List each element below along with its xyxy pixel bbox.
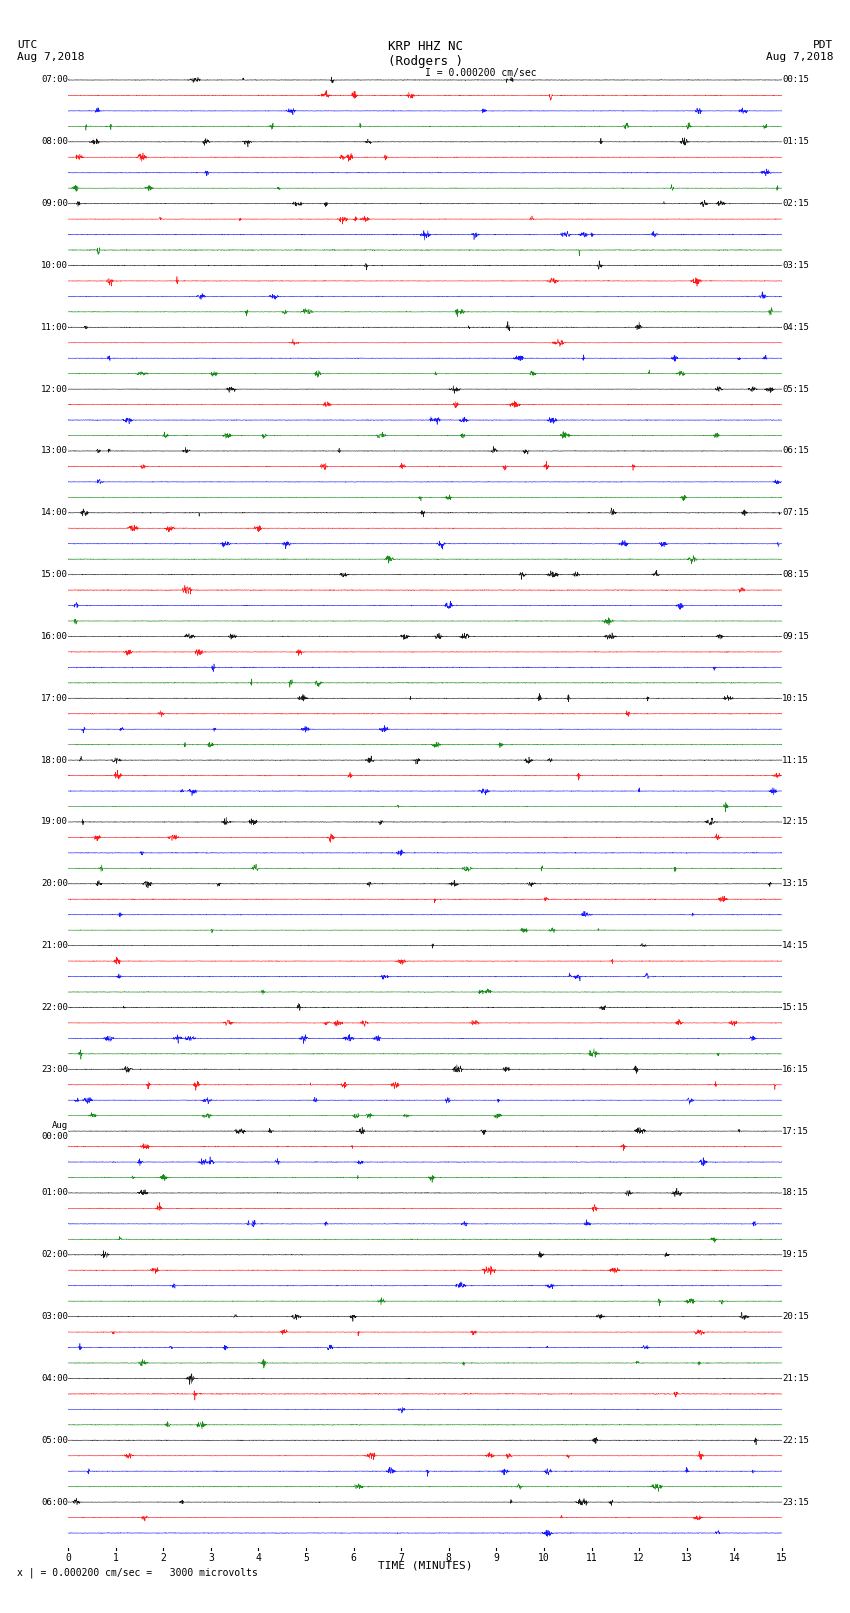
Text: 01:15: 01:15 xyxy=(782,137,809,147)
Text: 12: 12 xyxy=(633,1553,645,1563)
Text: 19:15: 19:15 xyxy=(782,1250,809,1260)
Text: x | = 0.000200 cm/sec =   3000 microvolts: x | = 0.000200 cm/sec = 3000 microvolts xyxy=(17,1566,258,1578)
Text: 14: 14 xyxy=(728,1553,740,1563)
Text: 04:15: 04:15 xyxy=(782,323,809,332)
Text: 03:15: 03:15 xyxy=(782,261,809,269)
Text: 05:15: 05:15 xyxy=(782,384,809,394)
Text: 07:00: 07:00 xyxy=(41,76,68,84)
Text: 3: 3 xyxy=(208,1553,213,1563)
Text: 02:00: 02:00 xyxy=(41,1250,68,1260)
Text: 13:00: 13:00 xyxy=(41,447,68,455)
Text: 11:00: 11:00 xyxy=(41,323,68,332)
Text: 12:15: 12:15 xyxy=(782,818,809,826)
Text: 20:15: 20:15 xyxy=(782,1311,809,1321)
Text: 01:00: 01:00 xyxy=(41,1189,68,1197)
Text: 08:15: 08:15 xyxy=(782,569,809,579)
Text: 05:00: 05:00 xyxy=(41,1436,68,1445)
Text: 11:15: 11:15 xyxy=(782,755,809,765)
Text: 23:00: 23:00 xyxy=(41,1065,68,1074)
Text: 21:00: 21:00 xyxy=(41,940,68,950)
Text: 06:15: 06:15 xyxy=(782,447,809,455)
Text: I = 0.000200 cm/sec: I = 0.000200 cm/sec xyxy=(425,68,536,77)
Text: 04:00: 04:00 xyxy=(41,1374,68,1382)
Text: 00:15: 00:15 xyxy=(782,76,809,84)
Text: 14:15: 14:15 xyxy=(782,940,809,950)
Text: 16:15: 16:15 xyxy=(782,1065,809,1074)
Text: 22:00: 22:00 xyxy=(41,1003,68,1011)
Text: 20:00: 20:00 xyxy=(41,879,68,889)
Text: 2: 2 xyxy=(161,1553,166,1563)
Text: 09:00: 09:00 xyxy=(41,198,68,208)
Text: 13: 13 xyxy=(681,1553,693,1563)
Text: Aug
00:00: Aug 00:00 xyxy=(41,1121,68,1140)
Text: 9: 9 xyxy=(494,1553,499,1563)
Text: 10:00: 10:00 xyxy=(41,261,68,269)
Text: 15: 15 xyxy=(776,1553,788,1563)
Text: 13:15: 13:15 xyxy=(782,879,809,889)
Text: 07:15: 07:15 xyxy=(782,508,809,518)
Text: UTC
Aug 7,2018: UTC Aug 7,2018 xyxy=(17,40,84,61)
Text: 12:00: 12:00 xyxy=(41,384,68,394)
Text: 18:00: 18:00 xyxy=(41,755,68,765)
Text: 23:15: 23:15 xyxy=(782,1497,809,1507)
Text: 02:15: 02:15 xyxy=(782,198,809,208)
Text: 4: 4 xyxy=(256,1553,261,1563)
Text: 10:15: 10:15 xyxy=(782,694,809,703)
Text: 15:00: 15:00 xyxy=(41,569,68,579)
Text: 5: 5 xyxy=(303,1553,309,1563)
Text: 10: 10 xyxy=(538,1553,550,1563)
Text: 17:00: 17:00 xyxy=(41,694,68,703)
Text: 22:15: 22:15 xyxy=(782,1436,809,1445)
Text: 8: 8 xyxy=(446,1553,451,1563)
Text: 16:00: 16:00 xyxy=(41,632,68,640)
Text: 11: 11 xyxy=(586,1553,598,1563)
Text: 08:00: 08:00 xyxy=(41,137,68,147)
Text: 7: 7 xyxy=(399,1553,404,1563)
Text: 19:00: 19:00 xyxy=(41,818,68,826)
Text: 21:15: 21:15 xyxy=(782,1374,809,1382)
Text: 0: 0 xyxy=(65,1553,71,1563)
Text: 6: 6 xyxy=(351,1553,356,1563)
Text: 17:15: 17:15 xyxy=(782,1126,809,1136)
Text: 18:15: 18:15 xyxy=(782,1189,809,1197)
Text: PDT
Aug 7,2018: PDT Aug 7,2018 xyxy=(766,40,833,61)
Text: TIME (MINUTES): TIME (MINUTES) xyxy=(377,1561,473,1571)
Text: 09:15: 09:15 xyxy=(782,632,809,640)
Text: 03:00: 03:00 xyxy=(41,1311,68,1321)
Text: KRP HHZ NC
(Rodgers ): KRP HHZ NC (Rodgers ) xyxy=(388,40,462,68)
Text: 1: 1 xyxy=(113,1553,118,1563)
Text: 14:00: 14:00 xyxy=(41,508,68,518)
Text: 06:00: 06:00 xyxy=(41,1497,68,1507)
Text: 15:15: 15:15 xyxy=(782,1003,809,1011)
